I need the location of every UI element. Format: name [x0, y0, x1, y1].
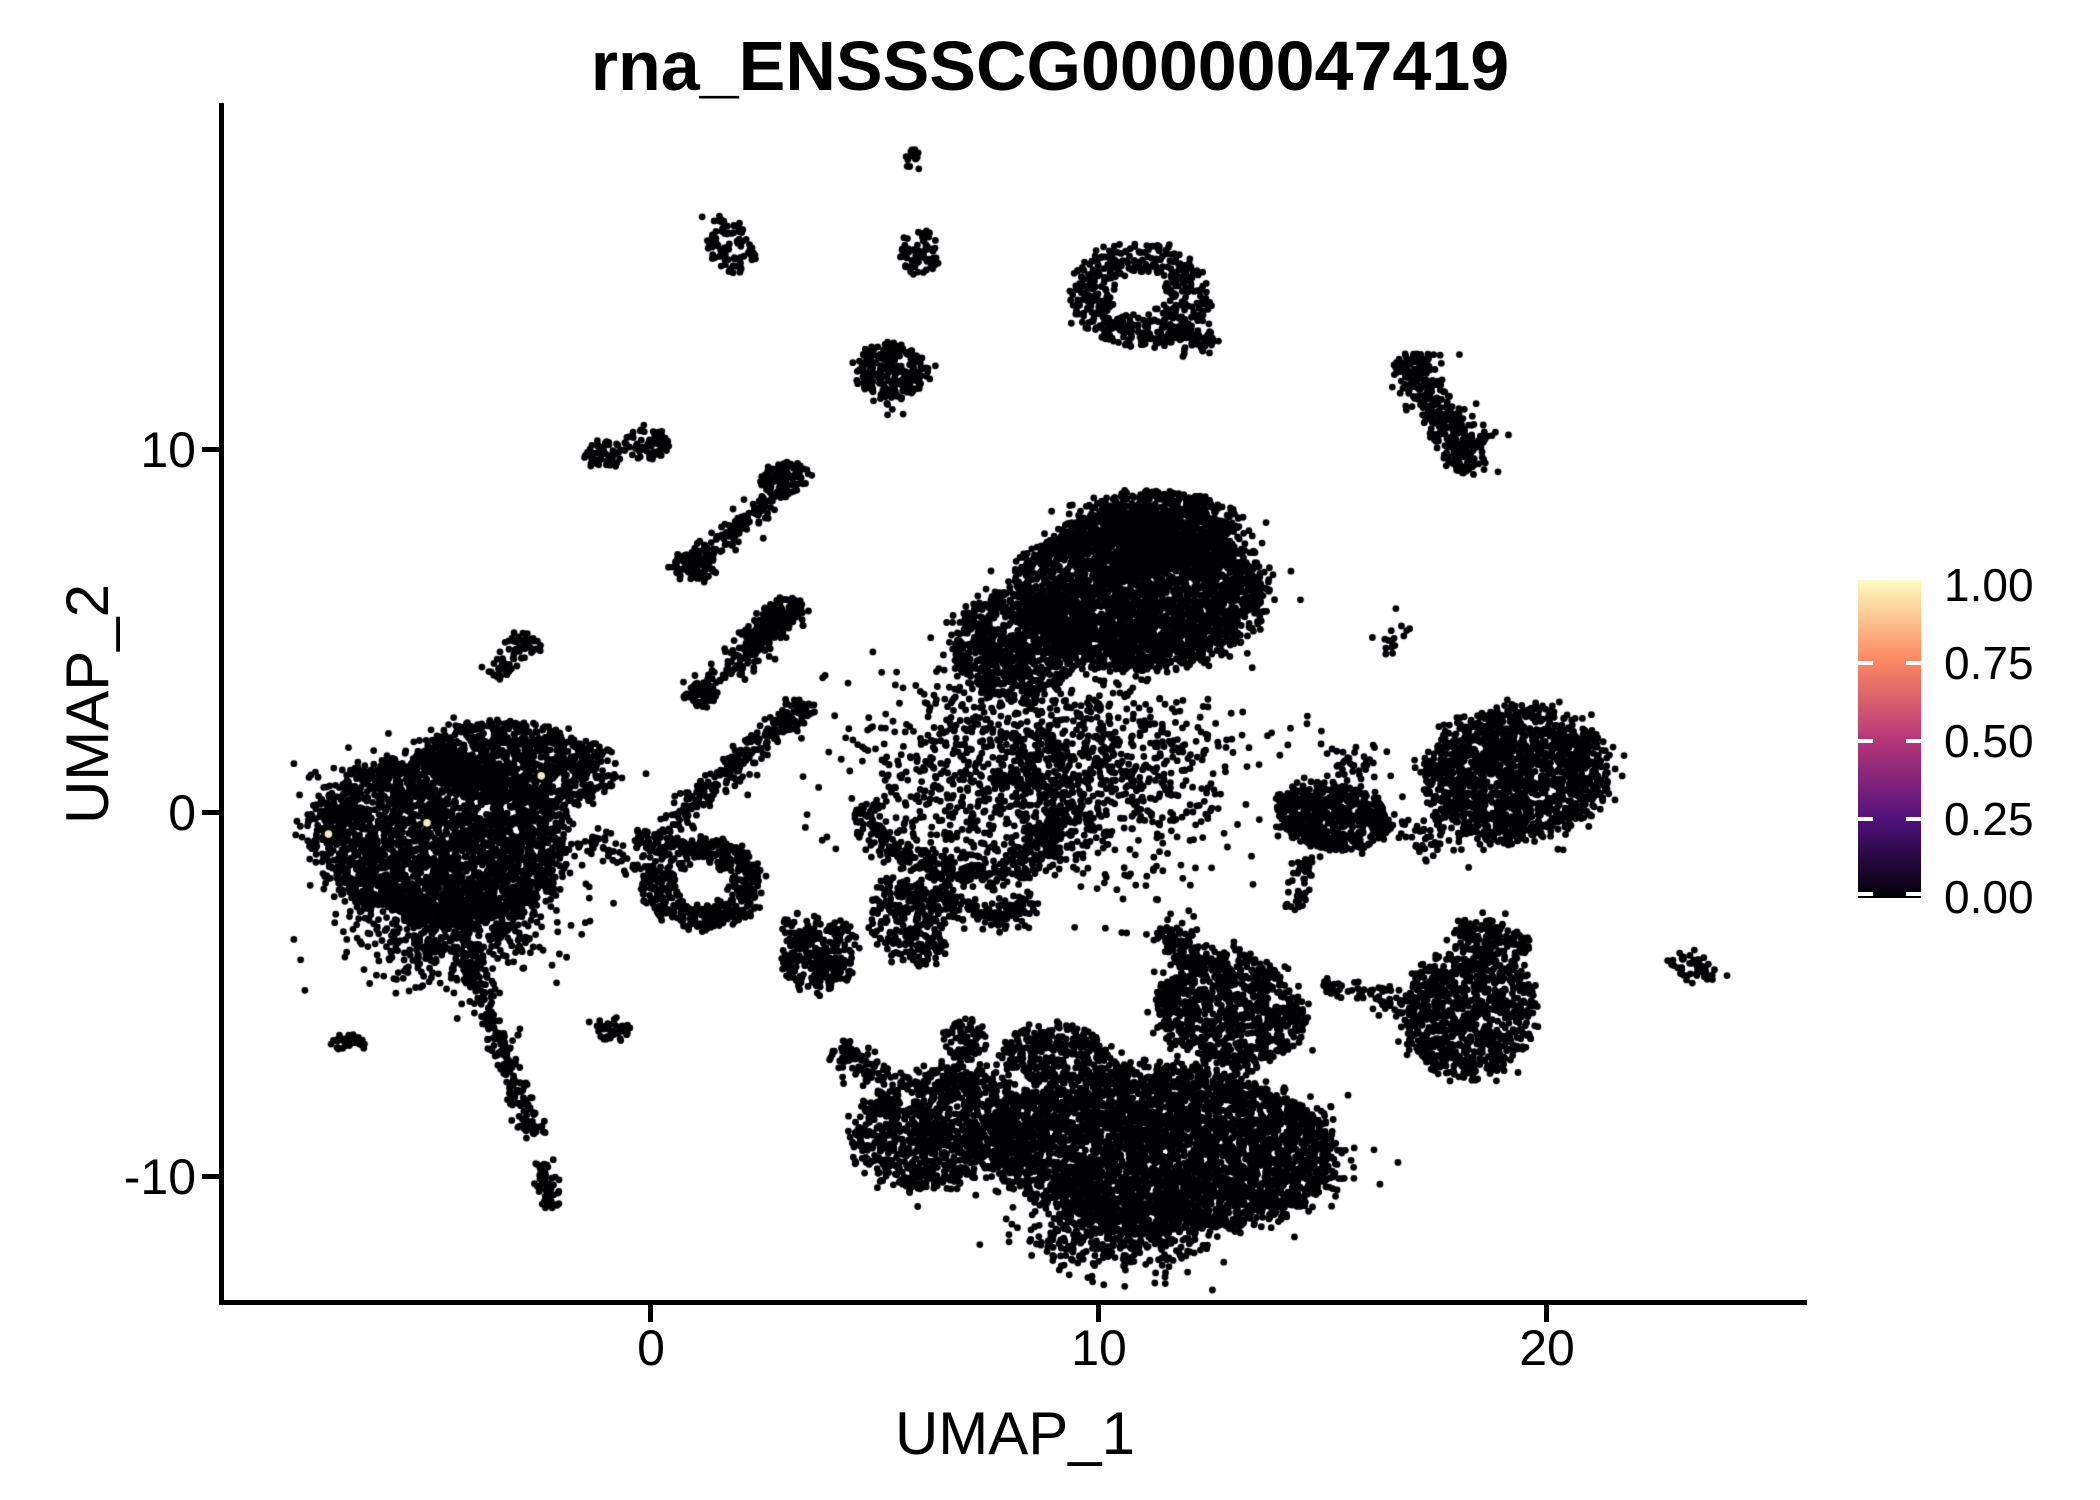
plot-title: rna_ENSSSCG00000047419: [590, 27, 1510, 105]
colorbar-tick-000-left: [1858, 892, 1873, 896]
y-tick-label-0: 0: [168, 785, 196, 841]
legend-label-075: 0.75: [1944, 637, 2034, 689]
y-tick-label-n10: -10: [123, 1149, 196, 1205]
y-tick-label-10: 10: [140, 422, 196, 478]
colorbar-tick-025-right: [1906, 817, 1921, 821]
x-axis-title: UMAP_1: [894, 1400, 1136, 1467]
x-tick-20: [1544, 1305, 1549, 1322]
y-tick-n10: [202, 1174, 219, 1179]
x-axis-line: [219, 1300, 1807, 1305]
colorbar-tick-050-left: [1858, 739, 1873, 743]
x-tick-label-20: 20: [1519, 1320, 1575, 1376]
legend-label-050: 0.50: [1944, 715, 2034, 767]
legend-label-100: 1.00: [1944, 559, 2034, 611]
x-tick-label-0: 0: [637, 1320, 665, 1376]
y-tick-0: [202, 810, 219, 815]
y-axis-title: UMAP_2: [54, 583, 121, 825]
y-axis-line: [219, 103, 224, 1305]
colorbar-tick-075-right: [1906, 661, 1921, 665]
x-tick-10: [1096, 1305, 1101, 1322]
colorbar-tick-025-left: [1858, 817, 1873, 821]
colorbar-tick-050-right: [1906, 739, 1921, 743]
legend-label-025: 0.25: [1944, 793, 2034, 845]
legend-label-000: 0.00: [1944, 871, 2034, 923]
colorbar-tick-075-left: [1858, 661, 1873, 665]
x-tick-label-10: 10: [1071, 1320, 1127, 1376]
y-tick-10: [202, 447, 219, 452]
colorbar-tick-000-right: [1906, 892, 1921, 896]
x-tick-0: [648, 1305, 653, 1322]
